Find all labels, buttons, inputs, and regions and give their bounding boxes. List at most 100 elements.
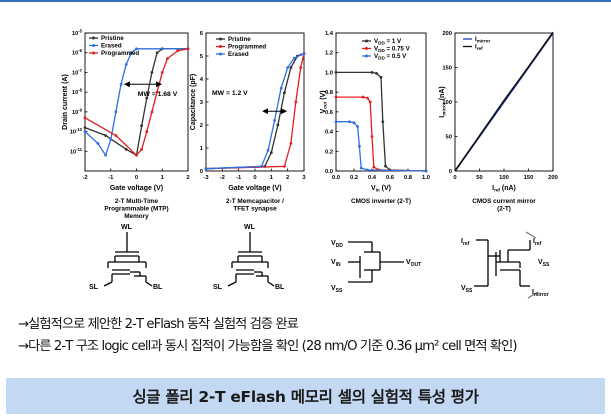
memcap-data-point <box>266 148 270 152</box>
mirror-vss-left-label: VSS <box>461 285 473 294</box>
mirror-imirror-label: Imirror <box>532 289 549 298</box>
mtp-ytick-label: 10-7 <box>72 68 83 77</box>
mtp-wl-label: WL <box>121 224 133 231</box>
mtp-data-point <box>145 130 149 133</box>
top-accent-line <box>0 0 611 2</box>
memcap-ylabel: Capacitance (pF) <box>190 74 197 130</box>
banner-title: 싱글 폴리 2-T eFlash 메모리 셀의 실험적 특성 평가 <box>132 388 479 406</box>
mtp-data-point <box>124 63 128 66</box>
cmos-data-point <box>384 164 387 168</box>
cmos-data-point <box>381 120 385 124</box>
mirror-vss-right-label: VSS <box>538 259 550 268</box>
memcap-annotation: MW = 1.2 V <box>212 90 248 97</box>
mtp-xtick-label: 2 <box>186 175 189 181</box>
cmos-legend-label: VDD = 0.5 V <box>374 53 407 61</box>
mtp-legend-marker <box>92 36 95 40</box>
cmos-xtick-label: 0.2 <box>350 175 358 181</box>
mtp-data-point <box>119 82 123 86</box>
mtp-legend-label: Pristine <box>101 35 124 42</box>
mtp-schematic <box>103 232 153 287</box>
cmos-data-point <box>366 168 369 172</box>
memcap-data-point <box>269 151 273 155</box>
mirror-schematic <box>474 239 531 287</box>
mirror-xtick-label: 100 <box>499 175 509 181</box>
memcap-data-point <box>260 165 263 168</box>
cmos-legend-marker <box>365 39 368 43</box>
cmos-xtick-label: 1.0 <box>422 175 430 181</box>
mtp-data-point <box>83 116 87 120</box>
mtp-data-point <box>155 90 159 94</box>
mirror-ytick-label: 50 <box>446 135 452 141</box>
mirror-caption: (2-T) <box>497 206 511 213</box>
cmos-data-point <box>370 71 374 74</box>
memcap-data-point <box>279 86 283 90</box>
mirror-xtick-label: 50 <box>476 175 482 181</box>
memcap-ytick-label: 2 <box>200 123 203 129</box>
memcap-data-point <box>292 56 296 60</box>
memcap-ytick-label: 5 <box>200 54 204 60</box>
summary-banner: 싱글 폴리 2-T eFlash 메모리 셀의 실험적 특성 평가 <box>6 378 605 414</box>
mtp-caption: Programmable (MTP) <box>104 206 168 213</box>
memcap-ytick-label: 6 <box>200 31 204 37</box>
mtp-ytick-label: 10-11 <box>70 147 83 156</box>
memcap-ytick-label: 1 <box>200 146 204 152</box>
mtp-data-point <box>176 49 180 53</box>
memcap-xtick-label: 3 <box>302 175 306 181</box>
findings-list: →실험적으로 제안한 2-T eFlash 동작 실험적 검증 완료 →다른 2… <box>18 314 608 358</box>
mtp-data-point <box>160 71 164 74</box>
mirror-iref-right-label: Iref <box>533 238 542 247</box>
mirror-caption: CMOS current mirror <box>472 198 536 205</box>
cmos-xtick-label: 0.8 <box>404 175 413 181</box>
memcap-xtick-label: -3 <box>203 175 209 181</box>
memcap-series-line <box>205 53 305 170</box>
chart-mirror: 0 50 100 150 200 0 50 100 150 200 Iref (nA) Imirror… <box>439 31 558 193</box>
memcap-bl-label: BL <box>275 284 285 291</box>
cmos-data-point <box>358 144 361 148</box>
memcap-data-point <box>299 53 303 57</box>
memcap-data-point <box>204 167 208 171</box>
memcap-xtick-label: 2 <box>286 175 289 181</box>
mtp-ytick-label: 10-6 <box>72 48 83 57</box>
cmos-legend-label: VDD = 1 V <box>374 38 402 46</box>
mtp-data-point <box>104 134 107 137</box>
mtp-data-point <box>83 130 87 133</box>
cmos-xlabel: Vin (V) <box>371 185 391 193</box>
mtp-bl-label: BL <box>153 284 163 291</box>
mtp-data-point <box>166 57 169 61</box>
cmos-data-point <box>370 135 374 138</box>
mtp-data-point <box>155 51 159 55</box>
cmos-data-point <box>334 120 338 124</box>
cmos-ytick-label: 1.4 <box>325 31 334 37</box>
memcap-data-point <box>302 52 306 56</box>
cmos-data-point <box>356 125 359 129</box>
cmos-ytick-label: 0.8 <box>325 90 334 96</box>
mtp-sl-label: SL <box>89 284 99 291</box>
cmos-plot-frame <box>335 32 427 172</box>
memcap-data-point <box>299 66 303 69</box>
memcap-data-point <box>283 165 286 168</box>
cmos-legend-label: VDD = 0.75 V <box>374 46 411 54</box>
cmos-data-point <box>372 165 376 169</box>
mirror-ytick-label: 200 <box>442 31 452 37</box>
mtp-ytick-label: 10-10 <box>70 127 83 136</box>
mirror-xtick-label: 200 <box>548 175 558 181</box>
cmos-xtick-label: 0.6 <box>386 175 395 181</box>
memcap-legend-label: Programmed <box>228 44 266 51</box>
mtp-data-point <box>140 147 144 151</box>
mirror-xtick-label: 0 <box>453 175 456 181</box>
memcap-data-point <box>289 142 293 145</box>
mirror-ylabel: Imirror (nA) <box>439 86 447 117</box>
mtp-xtick-label: -2 <box>82 175 87 181</box>
mtp-legend-label: Erased <box>101 43 122 50</box>
cmos-data-point <box>375 72 378 75</box>
inv-vout-label: VOUT <box>406 259 421 268</box>
mirror-xtick-label: 150 <box>524 175 534 181</box>
memcap-data-point <box>286 66 290 69</box>
cmos-ytick-label: 0.2 <box>325 149 333 155</box>
mtp-caption: 2-T Multi-Time <box>115 198 159 205</box>
cmos-ytick-label: 0.4 <box>325 130 334 136</box>
chart-mtp: -2 -1 0 1 2 10-11 10-10 10-9 10-8 10-7 10-6 10-5 Gat… <box>62 29 190 193</box>
cmos-ytick-label: 0.6 <box>325 110 334 116</box>
cmos-legend-marker <box>365 54 368 58</box>
cmos-legend-marker <box>365 47 368 50</box>
